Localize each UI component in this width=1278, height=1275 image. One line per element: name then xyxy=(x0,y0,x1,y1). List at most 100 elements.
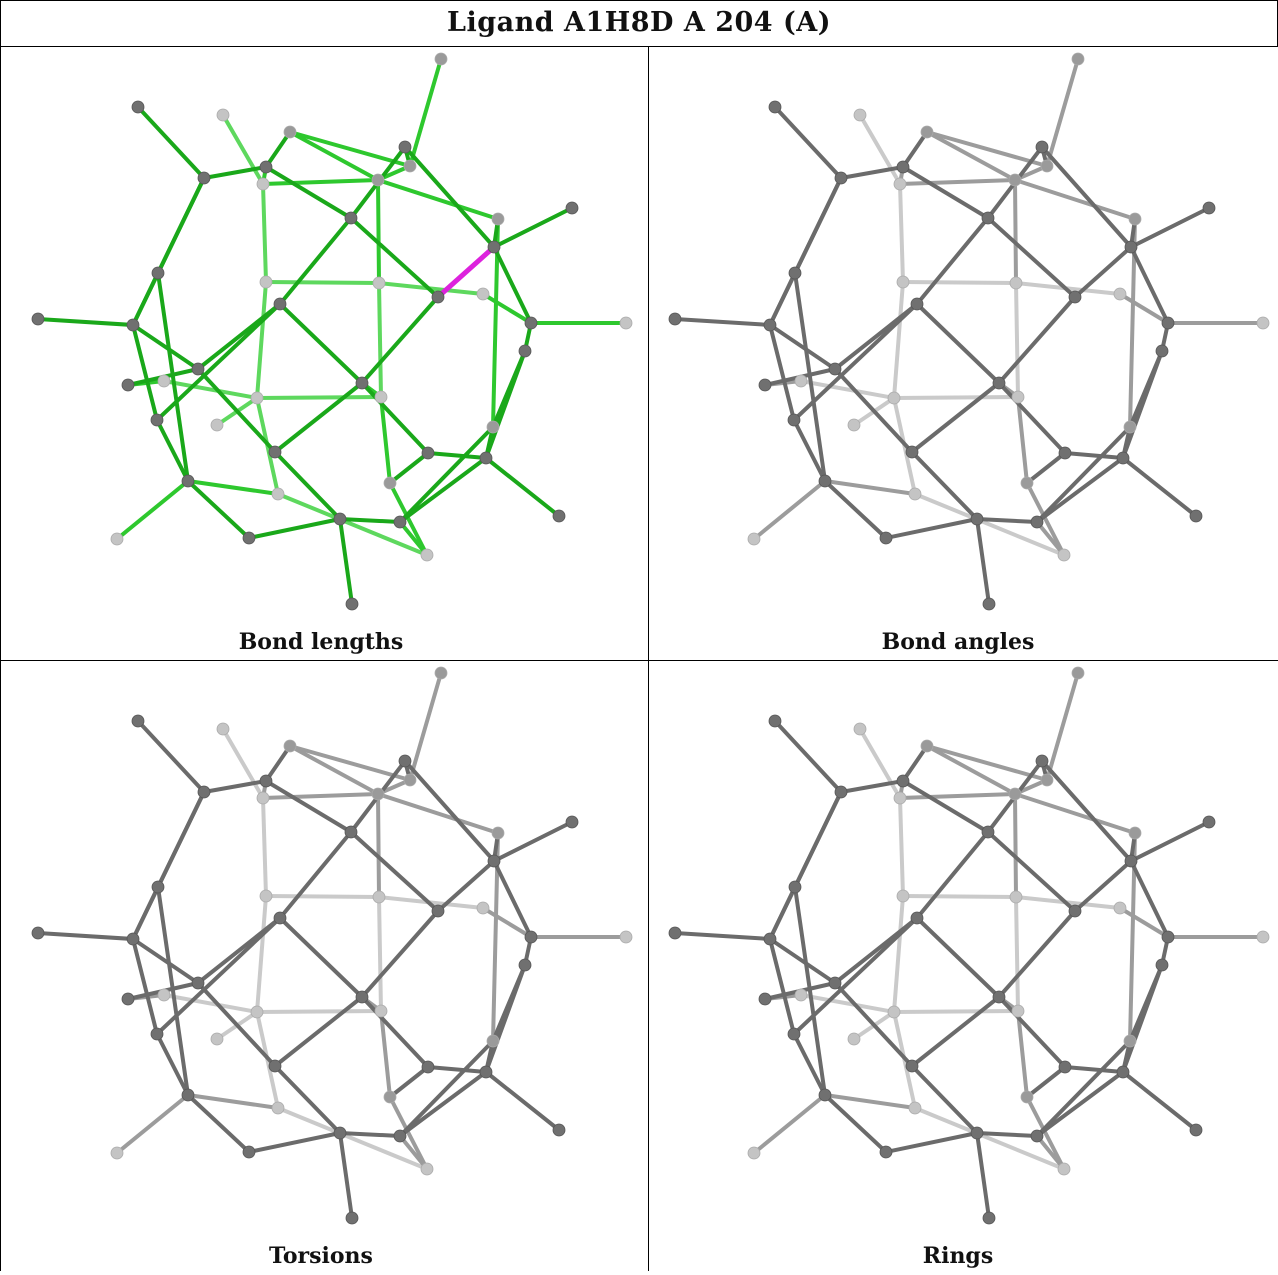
atom xyxy=(788,266,802,280)
atom xyxy=(1128,826,1142,840)
atom xyxy=(818,474,832,488)
bond xyxy=(1045,57,1080,168)
bond xyxy=(884,1131,979,1154)
atom xyxy=(763,932,777,946)
bond xyxy=(925,744,1017,796)
atom xyxy=(1009,890,1023,904)
bond xyxy=(858,113,902,186)
atom xyxy=(383,476,397,490)
atom xyxy=(1202,201,1216,215)
atom xyxy=(896,275,910,289)
bond xyxy=(156,885,190,1097)
bond xyxy=(915,830,990,920)
bond xyxy=(247,517,342,540)
atom xyxy=(787,413,801,427)
bond xyxy=(752,479,827,541)
atom xyxy=(344,211,358,225)
bond xyxy=(360,995,430,1069)
bond xyxy=(901,165,990,220)
bond xyxy=(901,744,929,783)
atom xyxy=(1189,509,1203,523)
bond xyxy=(408,57,443,168)
bond xyxy=(261,178,380,186)
atom xyxy=(374,390,388,404)
atom xyxy=(273,297,287,311)
bond xyxy=(884,517,979,540)
bond xyxy=(202,165,268,180)
bond xyxy=(388,481,429,557)
bond xyxy=(892,894,905,1014)
border-middle xyxy=(0,660,1278,661)
bond xyxy=(768,937,837,985)
bond xyxy=(1025,451,1067,485)
atom xyxy=(763,318,777,332)
atom xyxy=(259,160,273,174)
border-center xyxy=(648,46,649,1271)
bond xyxy=(901,130,929,169)
bond xyxy=(196,981,277,1068)
bond xyxy=(398,1134,429,1171)
bond xyxy=(376,792,500,835)
atom xyxy=(268,445,282,459)
atom xyxy=(1030,1129,1044,1143)
atom xyxy=(768,100,782,114)
atom xyxy=(768,714,782,728)
atom xyxy=(398,754,412,768)
bond xyxy=(823,1093,917,1110)
bond xyxy=(484,456,561,518)
bond xyxy=(910,381,1001,454)
atom xyxy=(1035,754,1049,768)
atom xyxy=(210,1032,224,1046)
atom xyxy=(982,1211,996,1225)
bond xyxy=(136,719,206,794)
bond xyxy=(915,302,1001,385)
atom xyxy=(1040,773,1054,787)
atom xyxy=(1124,240,1138,254)
bond xyxy=(288,130,380,182)
bond xyxy=(376,178,500,221)
bond xyxy=(1121,349,1164,460)
bond xyxy=(376,178,381,285)
atom xyxy=(818,1088,832,1102)
atom xyxy=(1011,390,1025,404)
bond xyxy=(338,1131,402,1138)
bond xyxy=(288,744,380,796)
atom xyxy=(434,666,448,680)
atom xyxy=(1161,316,1175,330)
bond xyxy=(264,779,353,834)
bond xyxy=(997,995,1067,1069)
molecule-view-torsions xyxy=(31,666,633,1225)
atom xyxy=(787,1027,801,1041)
bond xyxy=(261,796,268,898)
atom xyxy=(747,532,761,546)
bond xyxy=(793,271,827,483)
bond xyxy=(484,349,527,460)
bond xyxy=(398,456,488,524)
bond xyxy=(913,1106,1066,1171)
bond xyxy=(910,995,1001,1068)
bond xyxy=(975,517,991,606)
panel-torsions: Torsions xyxy=(1,661,641,1275)
panel-rings: Rings xyxy=(638,661,1278,1275)
atom xyxy=(256,791,270,805)
bond xyxy=(484,1070,561,1132)
atom xyxy=(256,177,270,191)
bond xyxy=(377,895,383,1013)
atom xyxy=(905,445,919,459)
bond xyxy=(1035,1134,1066,1171)
atom xyxy=(910,911,924,925)
atom xyxy=(920,125,934,139)
atom xyxy=(487,240,501,254)
atom xyxy=(668,312,682,326)
atom xyxy=(259,889,273,903)
atom xyxy=(1116,451,1130,465)
bond xyxy=(131,176,206,327)
atom xyxy=(121,992,135,1006)
atom xyxy=(1057,1162,1071,1176)
bond xyxy=(898,796,905,898)
atom xyxy=(355,376,369,390)
bond xyxy=(1013,792,1137,835)
bond xyxy=(492,245,533,325)
border-title-bottom xyxy=(0,46,1278,47)
bond xyxy=(278,830,353,920)
